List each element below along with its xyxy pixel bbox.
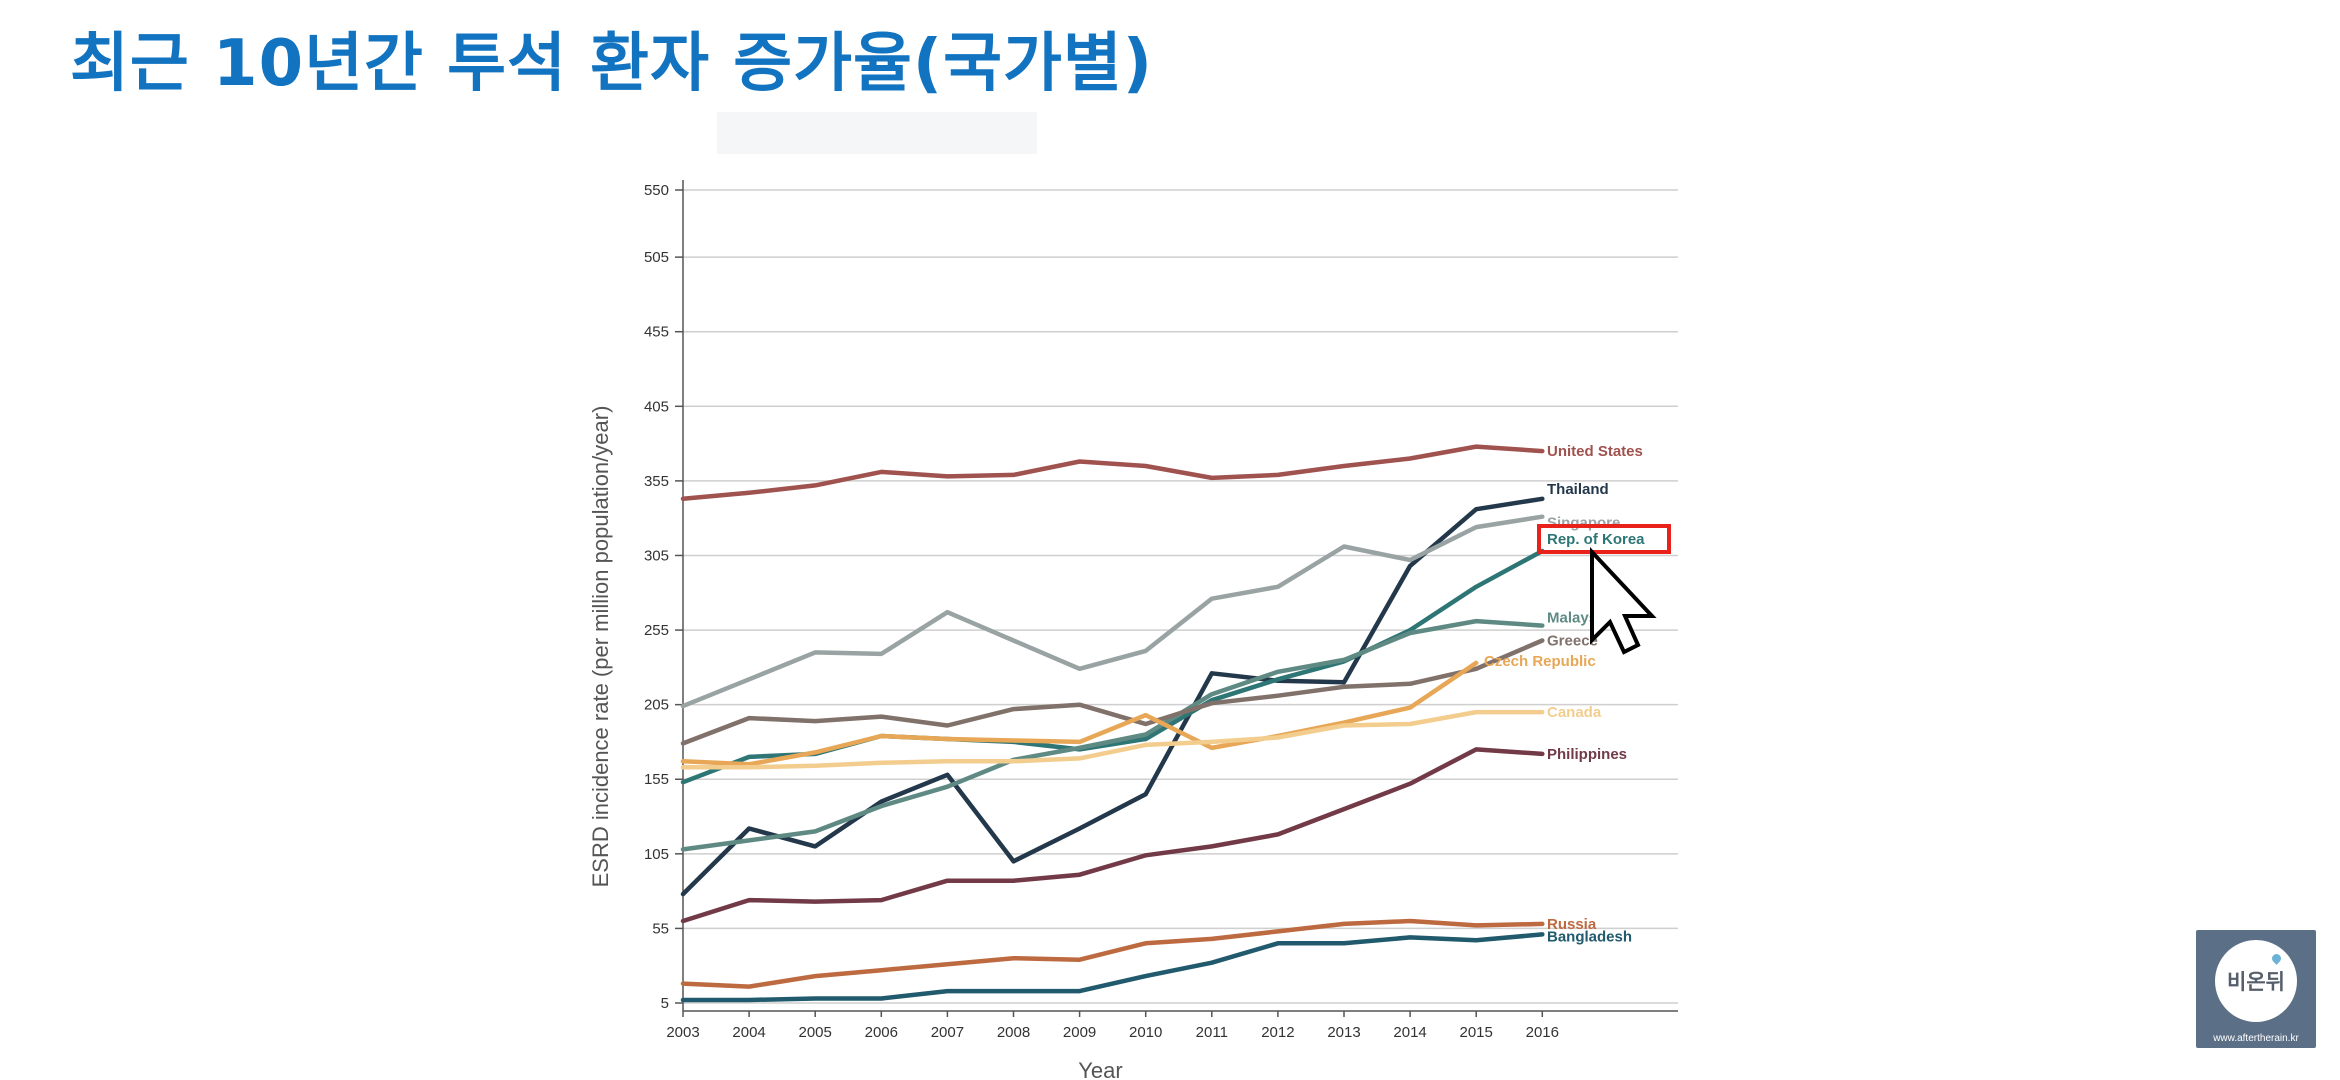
logo-url: www.aftertherain.kr: [2213, 1033, 2299, 1044]
y-tick-label: 455: [644, 324, 669, 341]
y-tick-label: 5: [661, 995, 669, 1012]
y-tick-label: 305: [644, 547, 669, 564]
y-tick-label: 505: [644, 249, 669, 266]
series-line-czech-republic: [680, 660, 1479, 767]
series-label-russia: Russia: [1547, 916, 1597, 933]
series-lines: [680, 444, 1545, 1003]
y-tick-label: 550: [644, 182, 669, 199]
faded-caption-area: [717, 112, 1037, 154]
x-tick-label: 2015: [1460, 1024, 1493, 1041]
series-label-bangladesh: Bangladesh: [1547, 928, 1632, 945]
series-label-rep-of-korea: Rep. of Korea: [1547, 531, 1645, 548]
x-tick-label: 2016: [1526, 1024, 1559, 1041]
y-tick-label: 355: [644, 473, 669, 490]
y-tick-label: 405: [644, 398, 669, 415]
x-tick-label: 2007: [931, 1024, 964, 1041]
series-line-rep-of-korea: [680, 548, 1545, 785]
x-tick-label: 2010: [1129, 1024, 1162, 1041]
slide-title: 최근 10년간 투석 환자 증가율(국가별): [70, 27, 1154, 101]
x-tick-label: 2005: [799, 1024, 832, 1041]
raindrop-icon: [2270, 952, 2283, 965]
watermark-logo: 비온뒤 www.aftertherain.kr: [2196, 930, 2316, 1048]
x-tick-label: 2014: [1393, 1024, 1426, 1041]
y-tick-label: 105: [644, 846, 669, 863]
y-tick-label: 205: [644, 697, 669, 714]
mouse-pointer-icon: [1590, 546, 1657, 655]
logo-text: 비온뒤: [2227, 970, 2285, 994]
series-label-philippines: Philippines: [1547, 746, 1627, 763]
gridlines: [683, 189, 1678, 1004]
series-line-malaysia: [680, 618, 1545, 852]
series-line-philippines: [680, 747, 1545, 924]
series-line-thailand: [680, 496, 1545, 897]
series-label-canada: Canada: [1547, 704, 1602, 721]
x-tick-label: 2009: [1063, 1024, 1096, 1041]
series-label-thailand: Thailand: [1547, 481, 1609, 498]
x-tick-label: 2011: [1196, 1024, 1228, 1041]
series-line-united-states: [680, 444, 1545, 502]
x-tick-label: 2013: [1327, 1024, 1360, 1041]
series-line-singapore: [680, 514, 1545, 709]
series-line-bangladesh: [680, 932, 1545, 1003]
series-line-canada: [680, 709, 1545, 770]
series-label-greece: Greece: [1547, 633, 1598, 650]
x-tick-label: 2008: [997, 1024, 1030, 1041]
cursor-arrow: [1590, 546, 1657, 655]
x-tick-label: 2012: [1261, 1024, 1294, 1041]
series-label-czech-republic: Czech Republic: [1484, 653, 1596, 670]
x-axis-title: Year: [1078, 1058, 1122, 1080]
y-tick-label: 155: [644, 771, 669, 788]
y-tick-label: 55: [652, 920, 669, 937]
y-axis-title: ESRD incidence rate (per million populat…: [588, 406, 613, 888]
series-line-russia: [680, 918, 1545, 989]
x-tick-label: 2006: [865, 1024, 898, 1041]
highlight-box: [1537, 524, 1671, 555]
y-tick-label: 255: [644, 622, 669, 639]
x-tick-label: 2004: [732, 1024, 765, 1041]
x-tick-label: 2003: [666, 1024, 699, 1041]
series-label-united-states: United States: [1547, 443, 1643, 460]
series-line-greece: [680, 638, 1545, 746]
logo-circle: 비온뒤: [2215, 940, 2297, 1022]
series-label-singapore: Singapore: [1547, 515, 1620, 532]
